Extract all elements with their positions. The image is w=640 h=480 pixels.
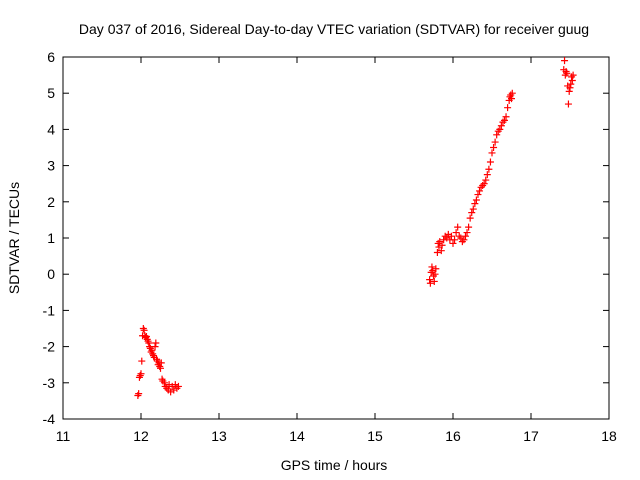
data-point bbox=[564, 100, 572, 108]
data-point bbox=[486, 158, 494, 166]
data-point bbox=[452, 229, 460, 237]
y-axis-label: SDTVAR / TECUs bbox=[6, 182, 22, 294]
data-point bbox=[466, 214, 474, 222]
data-point bbox=[157, 359, 165, 367]
y-tick-label: 6 bbox=[47, 49, 55, 65]
data-point bbox=[174, 382, 182, 390]
data-point bbox=[437, 247, 445, 255]
y-tick-label: -1 bbox=[43, 302, 56, 318]
data-point bbox=[491, 138, 499, 146]
data-point bbox=[485, 165, 493, 173]
data-point bbox=[569, 71, 577, 79]
y-tick-label: 2 bbox=[47, 194, 55, 210]
data-point bbox=[482, 176, 490, 184]
data-point bbox=[483, 171, 491, 179]
data-point bbox=[431, 270, 439, 278]
x-axis-label: GPS time / hours bbox=[281, 457, 388, 473]
y-tick-label: 0 bbox=[47, 266, 55, 282]
y-tick-label: -2 bbox=[43, 339, 56, 355]
data-point bbox=[488, 149, 496, 157]
data-point bbox=[480, 180, 488, 188]
data-point bbox=[447, 232, 455, 240]
data-point bbox=[561, 57, 569, 65]
y-tick-label: 3 bbox=[47, 158, 55, 174]
data-point bbox=[496, 125, 504, 133]
y-tick-label: 1 bbox=[47, 230, 55, 246]
data-point bbox=[160, 379, 168, 387]
data-point bbox=[563, 69, 571, 77]
data-point bbox=[469, 205, 477, 213]
data-point bbox=[438, 241, 446, 249]
data-point bbox=[500, 116, 508, 124]
data-point bbox=[508, 89, 516, 97]
x-tick-label: 12 bbox=[133, 428, 149, 444]
data-point bbox=[468, 209, 476, 217]
y-tick-label: 5 bbox=[47, 85, 55, 101]
data-point bbox=[567, 80, 575, 88]
chart-title: Day 037 of 2016, Sidereal Day-to-day VTE… bbox=[79, 21, 589, 37]
y-tick-label: 4 bbox=[47, 121, 55, 137]
data-point bbox=[432, 265, 440, 273]
data-point bbox=[472, 196, 480, 204]
data-point bbox=[430, 277, 438, 285]
data-point bbox=[426, 276, 434, 284]
data-point bbox=[474, 191, 482, 199]
data-point bbox=[490, 144, 498, 151]
data-point bbox=[426, 279, 434, 287]
data-point bbox=[504, 104, 512, 112]
x-tick-label: 18 bbox=[601, 428, 617, 444]
data-point bbox=[152, 339, 160, 347]
y-tick-label: -4 bbox=[43, 411, 56, 427]
x-axis-ticks: 11 12 13 14 15 16 17 18 bbox=[56, 57, 617, 444]
x-tick-label: 16 bbox=[445, 428, 461, 444]
data-point bbox=[454, 223, 462, 231]
x-tick-label: 15 bbox=[367, 428, 383, 444]
data-point bbox=[460, 236, 468, 244]
x-tick-label: 11 bbox=[56, 428, 71, 444]
y-tick-label: -3 bbox=[43, 375, 56, 391]
y-axis-ticks: -4 -3 -2 -1 0 1 2 3 4 5 6 bbox=[43, 49, 609, 427]
x-tick-label: 14 bbox=[289, 428, 305, 444]
data-point bbox=[471, 200, 479, 208]
data-point bbox=[140, 326, 148, 334]
data-point bbox=[508, 95, 515, 103]
x-tick-label: 13 bbox=[211, 428, 227, 444]
x-tick-label: 17 bbox=[523, 428, 539, 444]
data-point bbox=[436, 238, 444, 246]
data-point bbox=[148, 346, 156, 354]
data-point bbox=[138, 357, 146, 365]
data-point bbox=[157, 364, 164, 372]
data-point bbox=[566, 84, 574, 92]
data-point bbox=[463, 229, 471, 237]
data-point bbox=[428, 263, 436, 271]
data-point bbox=[502, 113, 510, 121]
data-point bbox=[497, 122, 505, 130]
data-point bbox=[449, 239, 457, 247]
data-point bbox=[565, 87, 573, 95]
data-point bbox=[145, 339, 153, 347]
plot-frame bbox=[62, 56, 610, 420]
data-point bbox=[476, 187, 484, 195]
data-point bbox=[493, 131, 501, 139]
data-point bbox=[465, 223, 473, 231]
data-point bbox=[451, 236, 459, 244]
data-point bbox=[461, 232, 469, 240]
data-point bbox=[135, 390, 143, 398]
data-point bbox=[137, 370, 145, 378]
data-points bbox=[134, 57, 577, 399]
data-point bbox=[433, 248, 441, 256]
data-point bbox=[151, 343, 159, 351]
data-point bbox=[568, 77, 576, 85]
